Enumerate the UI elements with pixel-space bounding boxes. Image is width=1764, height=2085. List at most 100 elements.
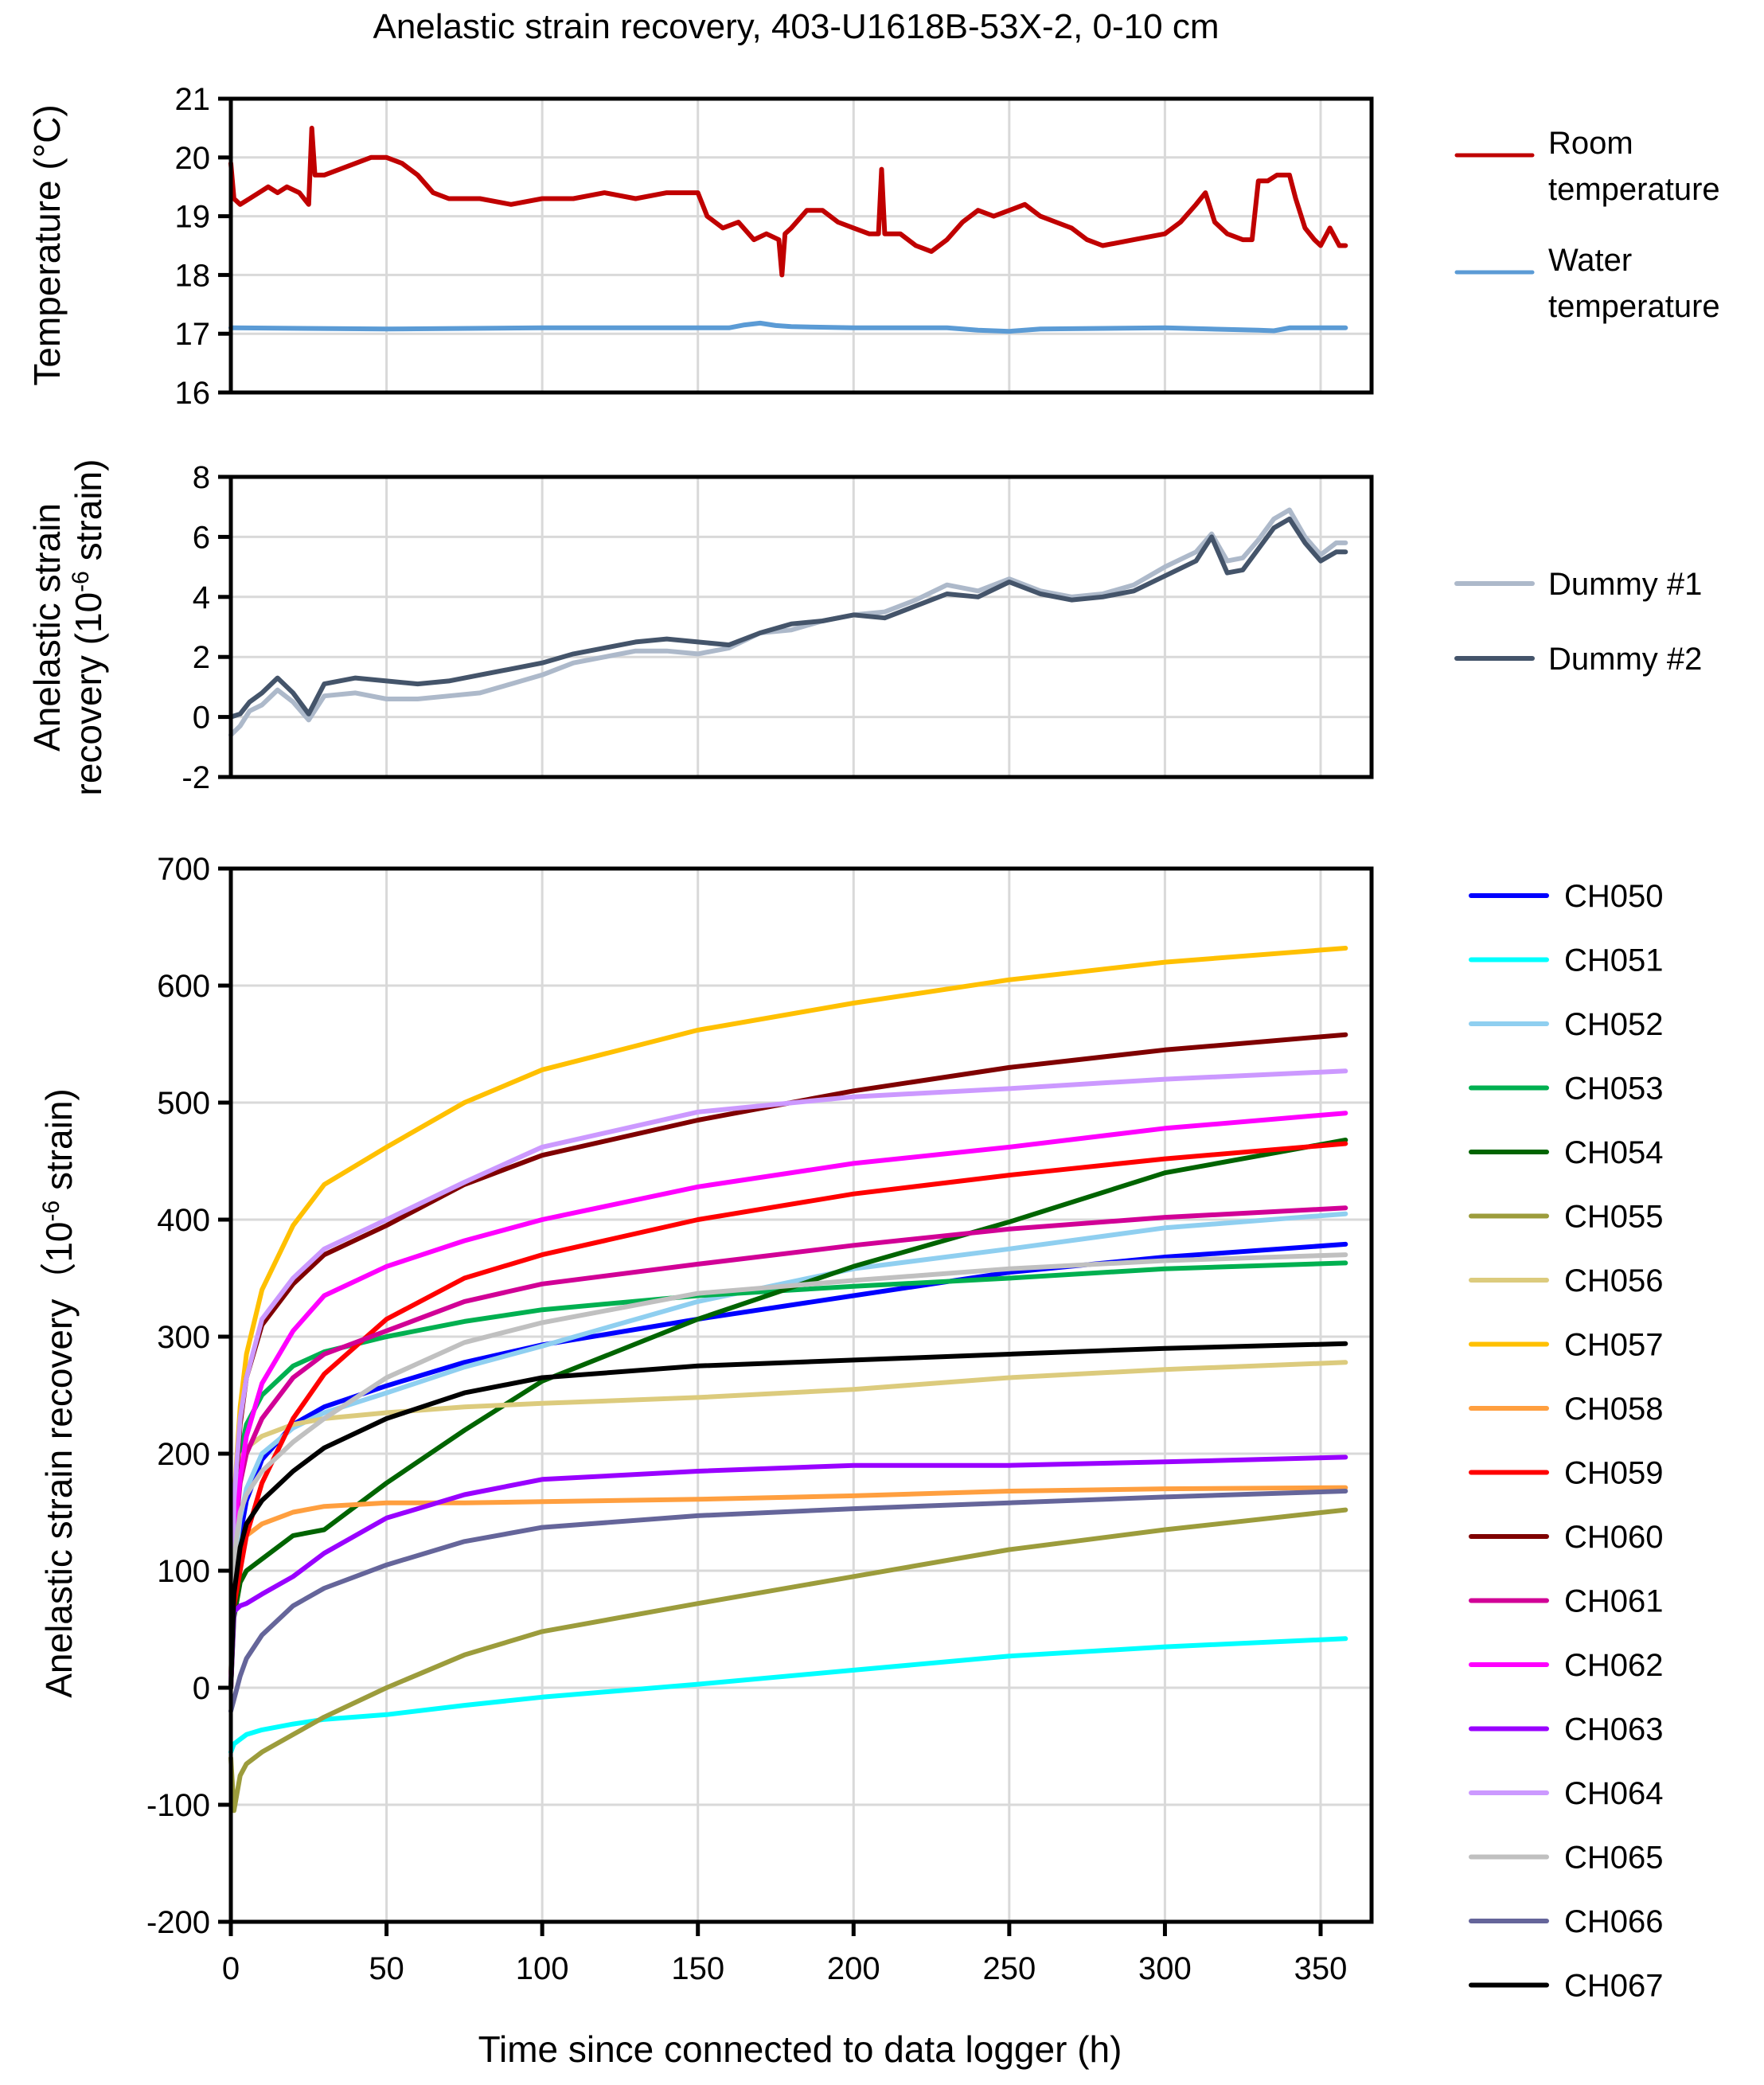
y-tick-label: 16 (175, 376, 211, 411)
strain-legend: CH050 CH051 CH052 CH053 CH054 CH055 CH056 CH057… (1469, 879, 1664, 2004)
y-tick-label: 21 (175, 82, 211, 117)
legend-label: CH062 (1564, 1648, 1664, 1683)
temperature-panel: 16 17 18 19 20 21 Room temperature Water tempera… (26, 82, 1720, 411)
y-tick-label: 200 (157, 1437, 210, 1472)
x-axis-title: Time since connected to data logger (h) (478, 2028, 1122, 2070)
temperature-series (228, 125, 1348, 334)
x-tick-label: 250 (982, 1951, 1036, 1986)
series-line-ch053 (228, 1260, 1348, 1690)
series-line-ch059 (228, 1141, 1348, 1690)
series-line-water-temperature (228, 320, 1348, 334)
y-tick-label: 2 (193, 640, 210, 675)
dummy-panel: -2 0 2 4 6 8 Dummy #1 Dummy #2 Anelastic strai… (26, 459, 1702, 796)
y-tick-label: 17 (175, 317, 211, 352)
series-line-ch057 (228, 946, 1348, 1690)
y-tick-label: 18 (175, 258, 211, 293)
y-tick-label: 600 (157, 969, 210, 1004)
dummy-y-axis-title: Anelastic strain recovery (10-6 strain) (26, 459, 109, 796)
strain-y-axis-title: Anelastic strain recovery（10-6 strain) (38, 1088, 80, 1698)
y-tick-label: 400 (157, 1203, 210, 1238)
dummy-y-axis-title-line2: recovery (10-6 strain) (68, 459, 109, 796)
y-tick-label: 4 (193, 580, 210, 615)
dummy-y-axis-title-line1: Anelastic strain (26, 503, 68, 752)
legend-label: CH067 (1564, 1969, 1664, 2004)
y-tick-label: 700 (157, 852, 210, 887)
series-line-room-temperature (228, 125, 1348, 278)
legend-label: Room (1548, 126, 1633, 161)
x-tick-label: 200 (827, 1951, 880, 1986)
y-tick-label: 0 (193, 1671, 210, 1706)
dummy-y-axis-title-post: strain) (68, 459, 109, 572)
strain-y-axis-title-post: strain) (38, 1088, 80, 1201)
y-tick-label: -100 (146, 1788, 210, 1823)
series-line-ch055 (228, 1507, 1348, 1814)
series-line-ch066 (228, 1489, 1348, 1714)
legend-label: CH057 (1564, 1328, 1664, 1363)
plot-frame (228, 866, 1374, 1924)
temperature-y-axis-title: Temperature (°C) (26, 104, 68, 385)
strain-axes: -200 -100 0 100 200 300 400 500 600 700 0 50 100 150 2… (146, 852, 1374, 1986)
legend-label: Water (1548, 243, 1632, 278)
legend-label: temperature (1548, 289, 1720, 324)
strain-series (228, 946, 1348, 1814)
series-line-dummy-2 (228, 516, 1348, 720)
strain-grid (231, 869, 1372, 1922)
legend-label: CH064 (1564, 1776, 1664, 1811)
series-line-dummy-1 (228, 507, 1348, 738)
dummy-axes: -2 0 2 4 6 8 (181, 460, 1374, 795)
dummy-y-axis-title-pre: recovery (10 (68, 592, 109, 796)
series-line-ch062 (228, 1111, 1348, 1690)
x-tick-label: 0 (222, 1951, 240, 1986)
legend-label: CH065 (1564, 1841, 1664, 1876)
dummy-grid (231, 477, 1372, 777)
temperature-legend: Room temperature Water temperature (1454, 126, 1720, 324)
legend-label: CH066 (1564, 1904, 1664, 1939)
strain-y-axis-title-pre: Anelastic strain recovery（10 (38, 1222, 80, 1698)
legend-label: CH052 (1564, 1007, 1664, 1042)
strain-panel: -200 -100 0 100 200 300 400 500 600 700 0 50 100 150 2… (38, 852, 1664, 2004)
y-tick-label: -200 (146, 1905, 210, 1940)
y-tick-label: 8 (193, 460, 210, 495)
legend-label: CH051 (1564, 943, 1664, 978)
y-tick-label: 6 (193, 520, 210, 555)
y-tick-label: 500 (157, 1086, 210, 1121)
series-line-ch065 (228, 1252, 1348, 1690)
chart-title: Anelastic strain recovery, 403-U1618B-53… (373, 7, 1219, 46)
y-tick-label: 20 (175, 141, 211, 176)
dummy-legend: Dummy #1 Dummy #2 (1454, 567, 1702, 677)
legend-label: CH050 (1564, 879, 1664, 914)
legend-label: CH055 (1564, 1200, 1664, 1235)
legend-label: CH060 (1564, 1520, 1664, 1555)
y-tick-label: 300 (157, 1320, 210, 1355)
legend-label: CH056 (1564, 1263, 1664, 1298)
plot-frame (228, 96, 1374, 395)
legend-label: CH061 (1564, 1584, 1664, 1619)
y-tick-label: 100 (157, 1554, 210, 1589)
legend-label: CH058 (1564, 1392, 1664, 1427)
series-line-ch061 (228, 1205, 1348, 1690)
series-line-ch067 (228, 1341, 1348, 1690)
series-line-ch063 (228, 1454, 1348, 1690)
legend-label: temperature (1548, 172, 1720, 207)
dummy-y-axis-title-sup: -6 (68, 571, 94, 592)
y-tick-label: 0 (193, 701, 210, 736)
legend-label: CH054 (1564, 1135, 1664, 1170)
y-tick-label: 19 (175, 200, 211, 235)
legend-label: CH059 (1564, 1456, 1664, 1491)
x-tick-label: 100 (516, 1951, 569, 1986)
dummy-series (228, 507, 1348, 738)
plot-frame (228, 474, 1374, 779)
series-line-ch064 (228, 1068, 1348, 1690)
legend-label: Dummy #2 (1548, 642, 1702, 677)
temperature-axes: 16 17 18 19 20 21 (175, 82, 1374, 411)
temperature-grid (231, 99, 1372, 392)
legend-label: CH053 (1564, 1072, 1664, 1107)
legend-label: CH063 (1564, 1712, 1664, 1747)
x-tick-label: 150 (671, 1951, 724, 1986)
x-tick-label: 50 (369, 1951, 404, 1986)
series-line-ch056 (228, 1360, 1348, 1690)
x-tick-label: 350 (1294, 1951, 1348, 1986)
legend-label: Dummy #1 (1548, 567, 1702, 602)
strain-y-axis-title-sup: -6 (38, 1201, 64, 1222)
